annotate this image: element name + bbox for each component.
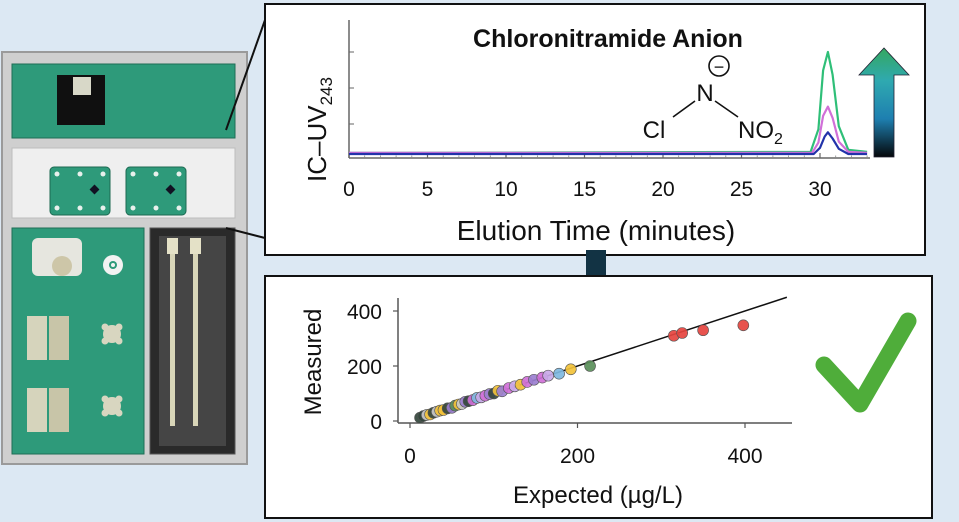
calibration-xlabel: Expected (µg/L)	[513, 482, 683, 509]
calibration-point	[542, 369, 554, 382]
chromatogram-x-tick-label: 20	[651, 178, 674, 201]
calibration-x-tick-label: 400	[727, 445, 762, 468]
callout-line-bottom	[225, 227, 266, 239]
calibration-point	[676, 327, 688, 339]
calibration-point	[737, 319, 750, 332]
chromatogram-x-tick-label: 0	[343, 178, 355, 201]
instrument-fitting-upper	[101, 323, 123, 345]
calibration-point	[564, 363, 577, 376]
calibration-point	[697, 324, 709, 337]
instrument-fitting-lower	[101, 395, 123, 417]
instrument-top-window	[73, 77, 91, 95]
chromatogram-x-tick-label: 15	[573, 178, 596, 201]
chromatogram-traces	[348, 50, 868, 156]
calibration-y-tick-label: 0	[370, 411, 382, 434]
chromatogram-ylabel: IC–UV243	[302, 77, 336, 182]
chromatogram-x-tick-label: 5	[422, 178, 434, 201]
calibration-x-tick-label: 200	[560, 445, 595, 468]
instrument-column-right	[193, 254, 198, 426]
calibration-point	[553, 367, 565, 380]
instrument-valve-left	[49, 166, 111, 216]
structure-bond-right	[714, 100, 739, 118]
structure-nitro-group: NO2	[738, 117, 783, 148]
ic-instrument-illustration	[1, 51, 248, 465]
chromatogram-trace-mid	[349, 105, 868, 154]
chromatogram-xlabel: Elution Time (minutes)	[457, 215, 736, 246]
structure-chlorine: Cl	[643, 117, 666, 144]
calibration-point	[584, 360, 596, 372]
instrument-column-left	[170, 254, 175, 426]
structure-charge-circle	[708, 55, 730, 77]
concentration-gradient-arrow	[858, 47, 910, 158]
calibration-x-tick-label: 0	[404, 445, 416, 468]
calibration-panel: Measured 0 200 400 0 200 400 Expected (µg/L)	[264, 275, 933, 519]
chromatogram-panel: Chloronitramide Anion IC–UV243 0 5 10 15 20 2…	[264, 3, 926, 256]
calibration-y-tick-label: 400	[347, 301, 382, 324]
chromatogram-trace-low	[349, 131, 868, 156]
instrument-column-block-lower	[27, 388, 69, 432]
callout-line-top	[225, 19, 266, 131]
structure-charge: −	[714, 57, 725, 77]
chromatogram-x-tick-label: 30	[808, 178, 831, 201]
chromatogram-trace-high	[348, 50, 868, 154]
chromatogram-title: Chloronitramide Anion	[473, 25, 743, 53]
instrument-top-module	[11, 63, 236, 139]
chromatogram-x-tick-label: 10	[494, 178, 517, 201]
instrument-valve-right	[125, 166, 187, 216]
chromatogram-x-ticks: 0 5 10 15 20 25 30	[343, 153, 868, 201]
instrument-column-cap-right	[190, 238, 201, 254]
chromatogram-y-ticks	[349, 51, 354, 125]
structure-bond-left	[672, 100, 696, 118]
calibration-y-tick-label: 200	[347, 356, 382, 379]
checkmark-icon	[815, 312, 917, 413]
calibration-frame	[264, 275, 933, 519]
structure-nitrogen: N	[696, 80, 713, 107]
instrument-column-block-upper	[27, 316, 69, 360]
chromatogram-frame	[264, 3, 926, 256]
chromatogram-x-tick-label: 25	[730, 178, 753, 201]
calibration-points	[414, 319, 750, 424]
instrument-middle-compartment	[11, 147, 236, 219]
instrument-column-cap-left	[167, 238, 178, 254]
chloronitramide-structure: N − Cl NO2	[643, 55, 783, 148]
calibration-ticks: 0 200 400 0 200 400	[347, 301, 763, 468]
calibration-ylabel: Measured	[300, 309, 327, 416]
